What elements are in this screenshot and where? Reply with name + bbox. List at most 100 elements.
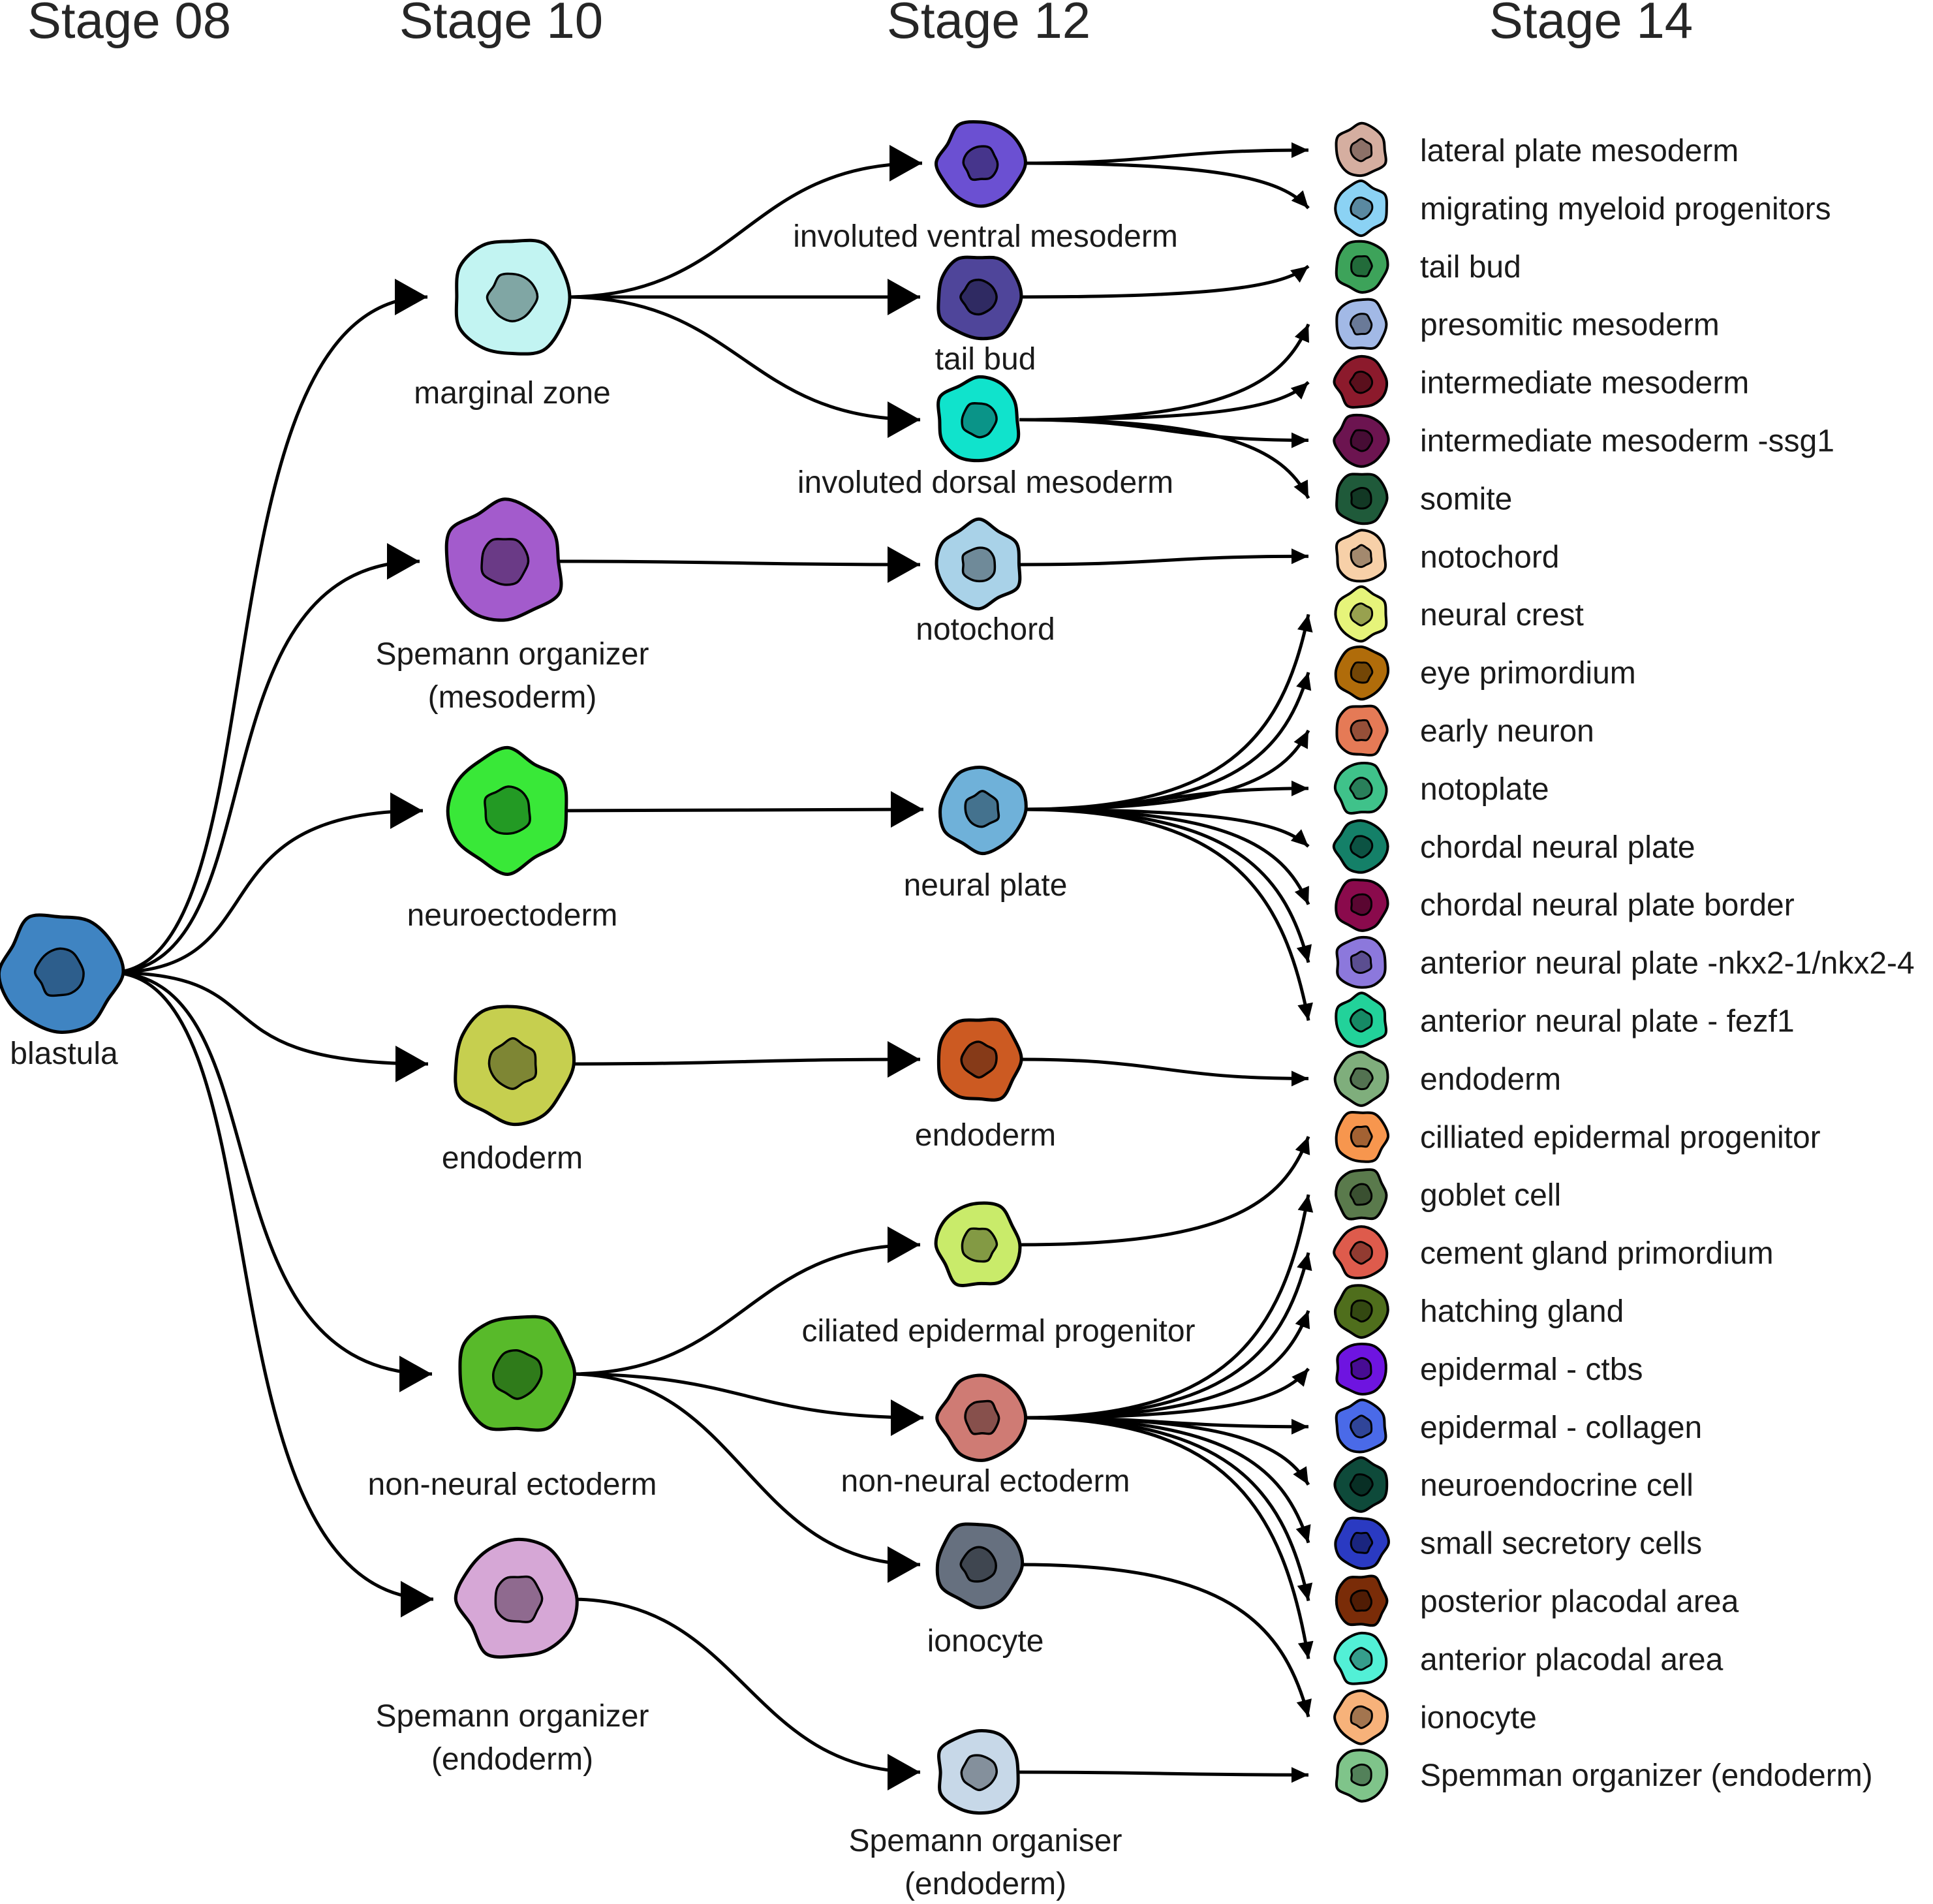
cell-nucleus	[961, 402, 998, 439]
legend-cell-nucleus	[1349, 1008, 1373, 1033]
lineage-arrow	[1019, 1136, 1310, 1247]
cell-label: (mesoderm)	[428, 680, 597, 715]
cell-inv-ventral: involuted ventral mesoderm	[793, 120, 1178, 254]
lineage-arrow	[110, 971, 434, 1617]
lineage-arrow	[110, 279, 428, 975]
legend-item: goblet cell	[1335, 1168, 1561, 1221]
cell-label: neuroectoderm	[407, 898, 618, 933]
legend-label: anterior placodal area	[1420, 1642, 1724, 1677]
cell-nucleus	[964, 1399, 1000, 1435]
legend-item: chordal neural plate border	[1335, 878, 1795, 932]
cell-notochord12: notochord	[916, 517, 1055, 647]
legend-label: migrating myeloid progenitors	[1420, 192, 1831, 226]
cell-nucleus	[961, 1227, 998, 1263]
lineage-arrow	[1022, 1416, 1313, 1602]
cell-label: (endoderm)	[431, 1742, 593, 1777]
cell-nucleus	[960, 1040, 998, 1079]
legend-label: notoplate	[1420, 772, 1549, 807]
legend-label: hatching gland	[1420, 1294, 1624, 1329]
cell-nucleus	[964, 790, 1000, 828]
legend-cell-nucleus	[1350, 1125, 1373, 1148]
cell-nucleus	[480, 538, 530, 586]
lineage-arrow	[1019, 1057, 1309, 1087]
legend-label: Spemman organizer (endoderm)	[1420, 1758, 1873, 1793]
legend-label: notochord	[1420, 540, 1560, 574]
legend-cell-nucleus	[1349, 776, 1373, 800]
cell-nucleus	[491, 1349, 543, 1400]
cell-endoderm10: endoderm	[442, 1005, 583, 1176]
legend-label: intermediate mesoderm	[1420, 366, 1749, 401]
cell-tailbud12: tail bud	[935, 255, 1036, 377]
lineage-edges	[110, 142, 1314, 1790]
legend-item: posterior placodal area	[1335, 1574, 1739, 1627]
legend-item: presomitic mesoderm	[1335, 298, 1720, 350]
legend-cell-nucleus	[1349, 1473, 1374, 1497]
legend-cell-nucleus	[1349, 1241, 1373, 1265]
lineage-arrow	[568, 1372, 921, 1583]
legend-cell-nucleus	[1350, 138, 1373, 163]
cell-nucleus	[960, 1754, 998, 1792]
cell-ionocyte12: ionocyte	[927, 1522, 1044, 1659]
legend-item: Spemman organizer (endoderm)	[1335, 1749, 1873, 1803]
cell-marginal-zone: marginal zone	[414, 238, 611, 411]
lineage-arrow	[564, 145, 923, 299]
legend-cell-nucleus	[1350, 544, 1373, 569]
lineage-arrow	[1022, 614, 1313, 811]
legend-item: intermediate mesoderm	[1333, 354, 1749, 409]
lineage-arrow	[568, 1372, 924, 1436]
stage-title-14: Stage 14	[1489, 0, 1693, 49]
legend-label: somite	[1420, 482, 1512, 516]
legend-label: lateral plate mesoderm	[1420, 134, 1739, 168]
lineage-arrow	[559, 791, 924, 828]
cell-nucleus	[962, 145, 999, 181]
legend-label: anterior neural plate - fezf1	[1420, 1005, 1795, 1039]
legend-label: presomitic mesoderm	[1420, 308, 1720, 343]
legend-label: goblet cell	[1420, 1178, 1561, 1213]
stage-title-10: Stage 10	[399, 0, 603, 49]
cell-nucleus	[959, 278, 998, 316]
lineage-arrow	[110, 971, 433, 1392]
cell-spemann-endo12: Spemann organiser (endoderm)	[849, 1728, 1122, 1901]
cell-nucleus	[33, 947, 85, 997]
cell-endoderm12: endoderm	[915, 1018, 1056, 1153]
cell-spemann-meso: Spemann organizer (mesoderm)	[376, 497, 649, 715]
legend-label: eye primordium	[1420, 656, 1636, 691]
legend-item: lateral plate mesoderm	[1335, 121, 1739, 178]
lineage-arrow	[1019, 418, 1309, 448]
legend-cell-nucleus	[1350, 1299, 1373, 1323]
legend-cell-nucleus	[1350, 255, 1373, 277]
lineage-arrow	[1021, 142, 1309, 165]
cell-label: involuted ventral mesoderm	[793, 219, 1178, 254]
cell-spemann-endo10: Spemann organizer (endoderm)	[376, 1537, 649, 1777]
legend-label: cilliated epidermal progenitor	[1420, 1120, 1821, 1155]
legend-item: small secretory cells	[1334, 1516, 1702, 1570]
legend-item: notoplate	[1333, 761, 1549, 815]
legend-cell-nucleus	[1350, 1067, 1374, 1091]
legend-label: epidermal - collagen	[1420, 1411, 1702, 1445]
legend-cell-nucleus	[1349, 1647, 1373, 1671]
lineage-arrow	[1019, 264, 1310, 299]
stage-titles: Stage 08 Stage 10 Stage 12 Stage 14	[27, 0, 1693, 49]
lineage-arrow	[110, 971, 429, 1082]
legend-label: posterior placodal area	[1420, 1585, 1739, 1619]
legend-cell-nucleus	[1350, 1414, 1373, 1439]
lineage-arrow	[1022, 1194, 1314, 1420]
legend-item: epidermal - ctbs	[1335, 1342, 1643, 1396]
cell-ciliated12: ciliated epidermal progenitor	[802, 1201, 1196, 1349]
legend-label: cement gland primordium	[1420, 1236, 1774, 1271]
lineage-arrow	[556, 546, 921, 583]
cell-label: endoderm	[442, 1141, 583, 1176]
legend-label: intermediate mesoderm -ssg1	[1420, 424, 1834, 459]
lineage-arrow	[568, 1226, 921, 1376]
legend-item: cement gland primordium	[1333, 1225, 1774, 1280]
legend-cell-nucleus	[1350, 893, 1373, 916]
legend-cell-nucleus	[1349, 370, 1374, 394]
legend-cell-nucleus	[1350, 313, 1373, 336]
legend-cell-nucleus	[1350, 661, 1374, 684]
lineage-cells: blastula marginal zone Spemann organizer (m…	[0, 120, 1196, 1901]
legend-item: early neuron	[1335, 704, 1594, 757]
lineage-arrow	[1022, 1416, 1314, 1659]
legend-cell-nucleus	[1349, 1183, 1373, 1206]
legend-item: migrating myeloid progenitors	[1334, 179, 1831, 238]
legend-cell-nucleus	[1350, 1531, 1374, 1554]
